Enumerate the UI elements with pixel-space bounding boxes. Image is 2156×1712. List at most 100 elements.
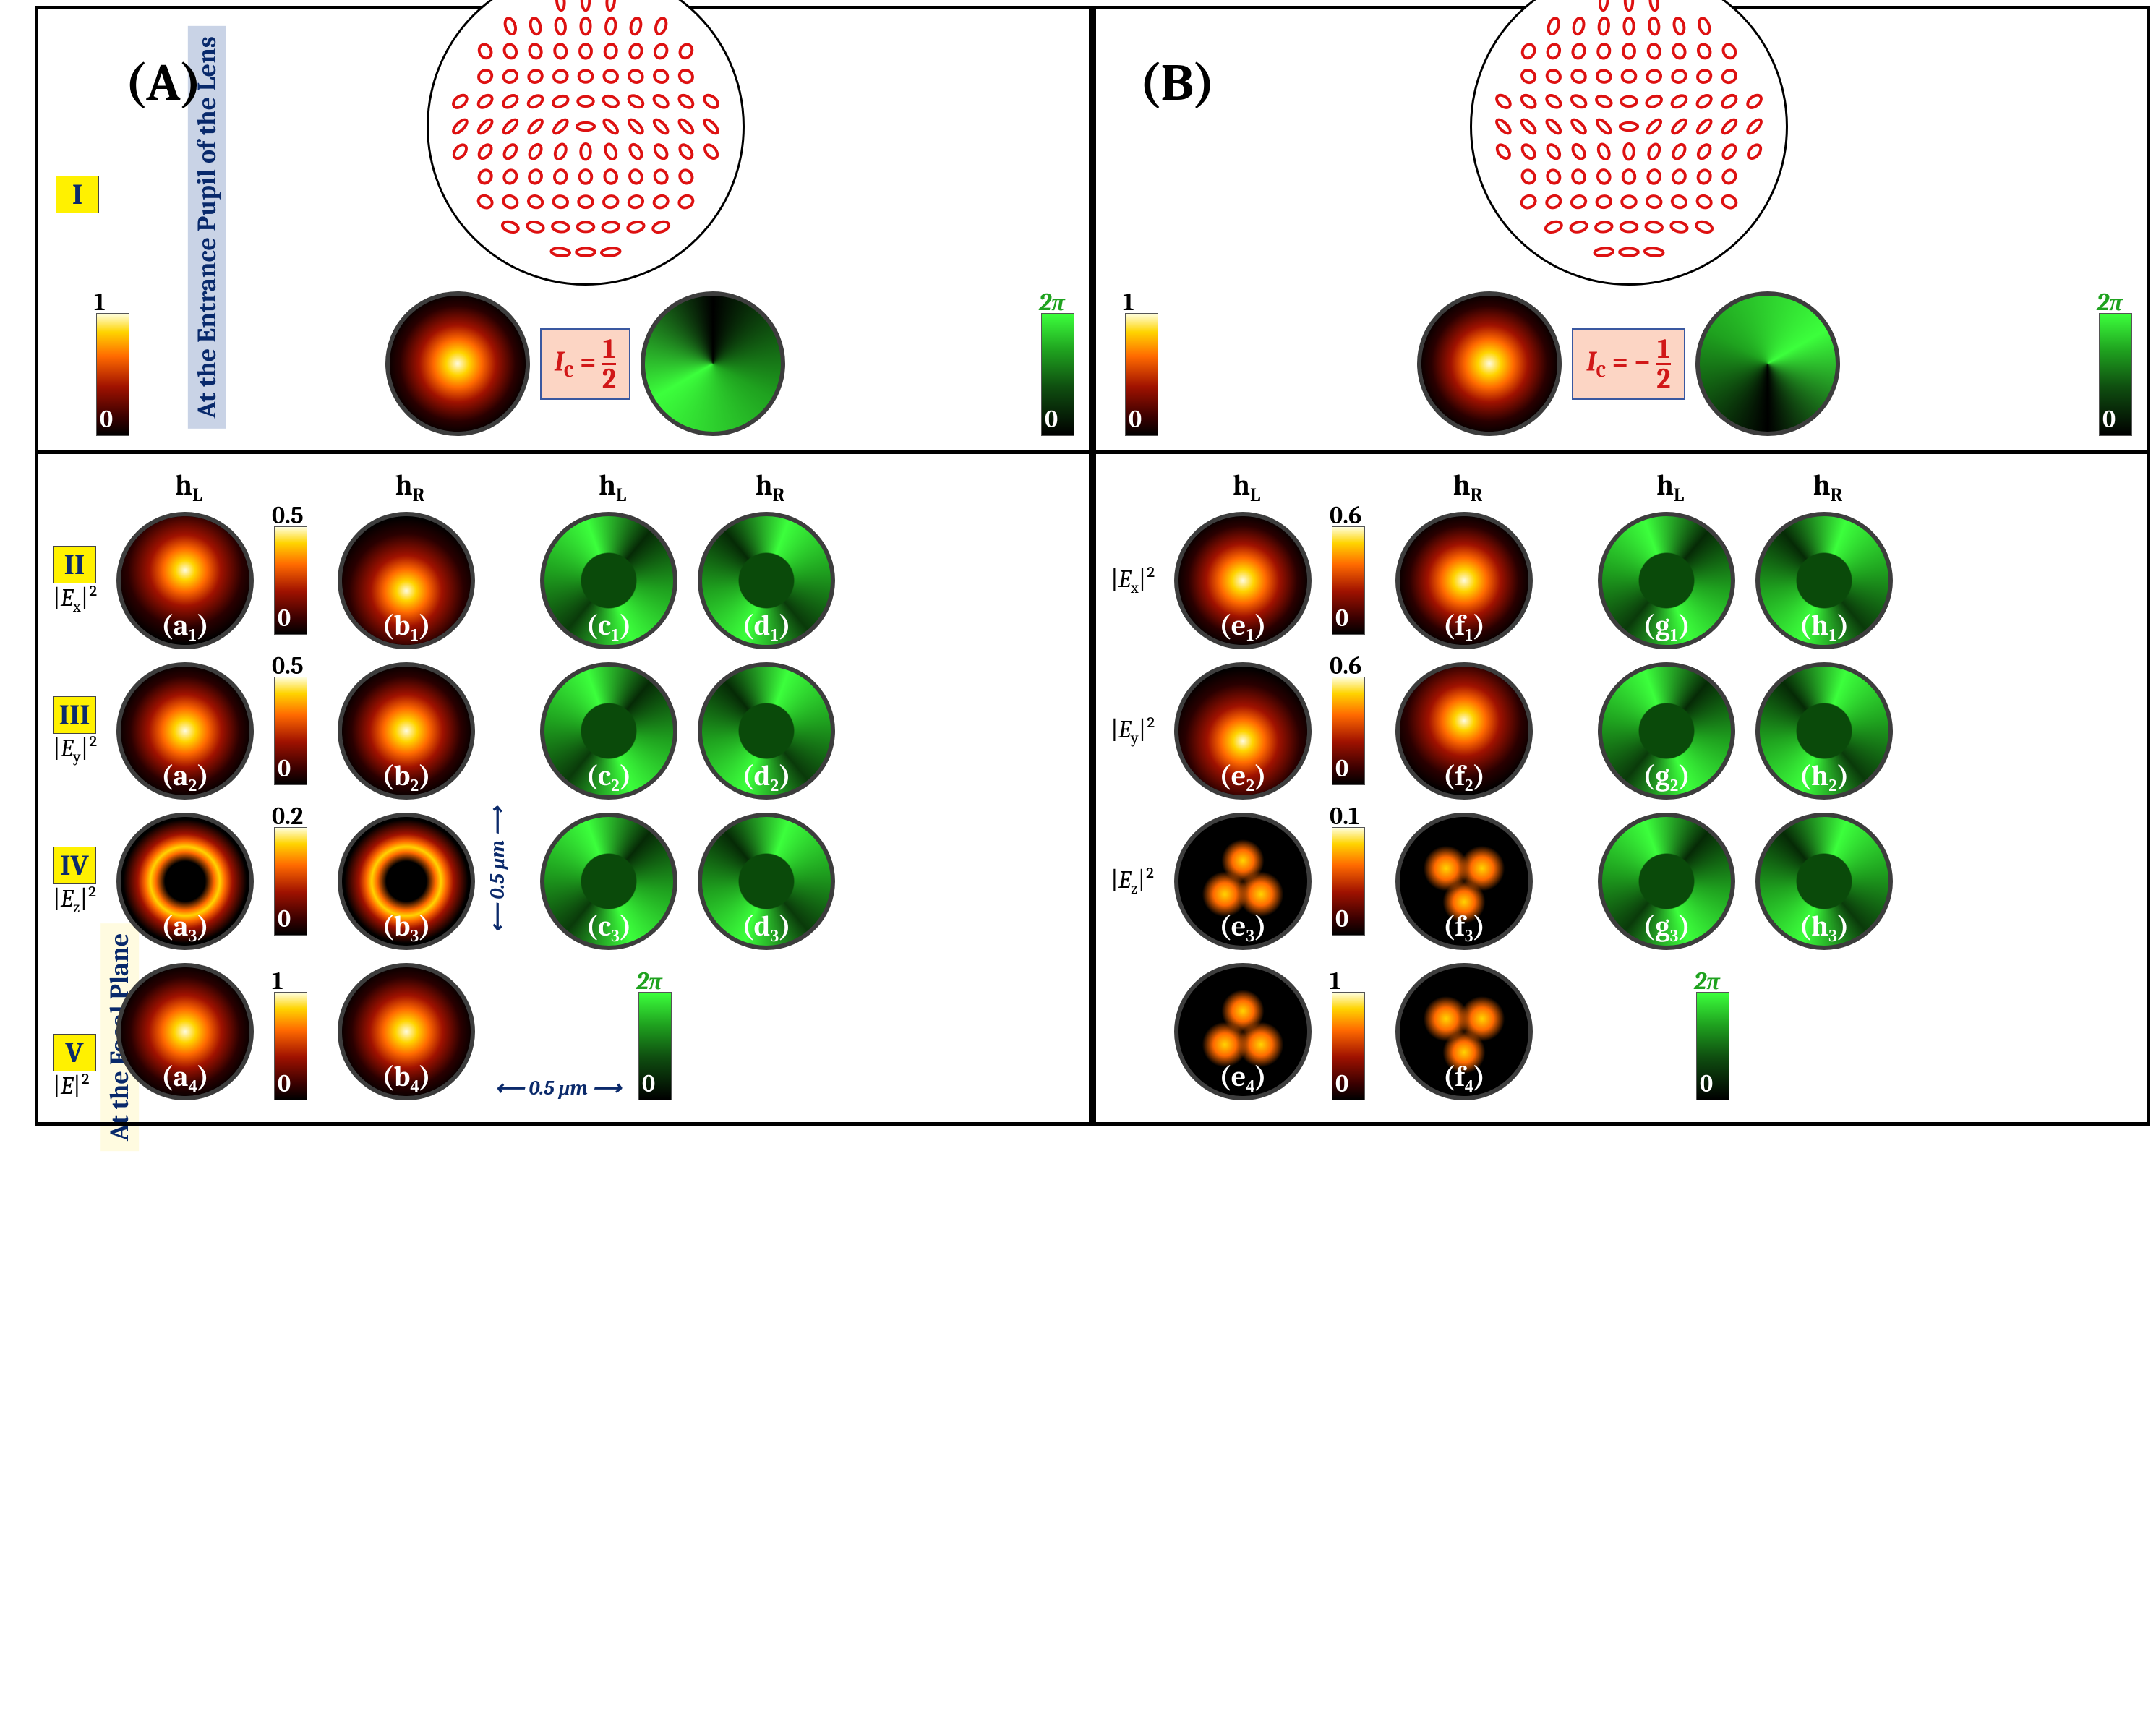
row-III-B: |Ey|² (e₂) 0.60 (f₂) (g₂) (h₂) xyxy=(1111,662,2132,800)
cbar-max: 1 xyxy=(1330,967,1341,996)
cbar-min: 0 xyxy=(1045,405,1058,434)
pupil-phase-A xyxy=(641,291,785,436)
lab: (a₄) xyxy=(121,1059,249,1093)
disk-(d₂): (d₂) xyxy=(698,662,835,800)
rowlab-y-A: |Ey|² xyxy=(53,734,103,766)
row-II-A: II |Ex|² (a₁) 0.50 (b₁) (c₁) (d₁) xyxy=(53,512,1074,649)
cbar-r0-A: 0.50 xyxy=(274,526,307,635)
cbar-max: 1 xyxy=(272,967,283,996)
section-I-B: (B) 1 0 IC = − 12 xyxy=(1092,6,2150,454)
figure-root: At the Entrance Pupil of the Lens At the… xyxy=(35,6,2150,1126)
ic-label-A: IC = 12 xyxy=(540,328,630,400)
roman-II: II xyxy=(53,546,96,583)
cbar-max: 1 xyxy=(1123,288,1134,317)
disk-(c₃): (c₃) xyxy=(540,813,677,950)
cbar-r0-B: 0.60 xyxy=(1332,526,1365,635)
col-headers-B: hLhRhLhR xyxy=(1111,468,2132,506)
section-focal-A: hLhRhLhR II |Ex|² (a₁) 0.50 (b₁) (c₁) (d… xyxy=(35,454,1092,1126)
colorbar-grn-IA: 2π 0 xyxy=(1041,313,1074,436)
rowlab-z-A: |Ez|² xyxy=(53,884,103,917)
disk-(g₂): (g₂) xyxy=(1598,662,1735,800)
disk-(b₃): (b₃) xyxy=(338,813,475,950)
lab: (f₄) xyxy=(1400,1059,1528,1093)
cbar-min: 0 xyxy=(642,1069,655,1098)
row-V-B: (e₄) 1 0 (f₄) 2π 0 xyxy=(1111,963,2132,1100)
cbar-max: 1 xyxy=(94,288,106,317)
pol-ellipses-B xyxy=(1472,0,1786,283)
pupil-phase-B xyxy=(1695,291,1840,436)
cbar-r1-B: 0.60 xyxy=(1332,677,1365,785)
cbar-min: 0 xyxy=(1700,1069,1713,1098)
rowlab-x-B: |Ex|² xyxy=(1111,565,1161,597)
row-II-B: |Ex|² (e₁) 0.60 (f₁) (g₁) (h₁) xyxy=(1111,512,2132,649)
cbar-r1-A: 0.50 xyxy=(274,677,307,785)
panel-grid: (A) I 1 0 IC = 12 xyxy=(35,6,2150,1126)
column-B: (B) 1 0 IC = − 12 xyxy=(1092,6,2150,1126)
section-I-A: (A) I 1 0 IC = 12 xyxy=(35,6,1092,454)
disk-(c₁): (c₁) xyxy=(540,512,677,649)
disk-(e₁): (e₁) xyxy=(1174,512,1312,649)
disk-(g₃): (g₃) xyxy=(1598,813,1735,950)
rowlab-x-A: |Ex|² xyxy=(53,583,103,616)
disk-(e₂): (e₂) xyxy=(1174,662,1312,800)
disk-(f₁): (f₁) xyxy=(1395,512,1533,649)
disk-a4: (a₄) xyxy=(116,963,254,1100)
rowlab-z-B: |Ez|² xyxy=(1111,865,1161,898)
roman-III: III xyxy=(53,696,96,734)
disk-(e₃): (e₃) xyxy=(1174,813,1312,950)
disk-f4: (f₄) xyxy=(1395,963,1533,1100)
row-IV-A: IV |Ez|² (a₃) 0.20 (b₃) (c₃) (d₃) xyxy=(53,813,1074,950)
row-V-A: V |E|² (a₄) 1 0 (b₄) ⟵ 0.5 μm ⟶ ⟵ 0.5 μm… xyxy=(53,963,1074,1100)
disk-b4: (b₄) xyxy=(338,963,475,1100)
lab: (e₄) xyxy=(1178,1059,1307,1093)
disk-(d₁): (d₁) xyxy=(698,512,835,649)
cbar-min: 0 xyxy=(2102,405,2116,434)
cbar-grn-row5-A: 2π 0 xyxy=(638,992,672,1100)
disk-(f₃): (f₃) xyxy=(1395,813,1533,950)
section-focal-B: hLhRhLhR |Ex|² (e₁) 0.60 (f₁) (g₁) (h₁) … xyxy=(1092,454,2150,1126)
pupil-intensity-B xyxy=(1417,291,1562,436)
cbar-row5-A: 1 0 xyxy=(274,992,307,1100)
cbar-min: 0 xyxy=(1335,1069,1348,1098)
roman-IV: IV xyxy=(53,847,96,884)
pupil-intensity-A xyxy=(385,291,530,436)
cbar-min: 0 xyxy=(1129,405,1142,434)
scale-bar-A: ⟵ 0.5 μm ⟶ ⟵ 0.5 μm ⟶ xyxy=(495,1070,625,1100)
panel-letter-B: (B) xyxy=(1139,53,1215,113)
colorbar-hot-IA: 1 0 xyxy=(96,313,129,436)
cbar-max: 2π xyxy=(636,967,662,996)
disk-e4: (e₄) xyxy=(1174,963,1312,1100)
pol-ellipses-A xyxy=(429,0,743,283)
disk-(a₁): (a₁) xyxy=(116,512,254,649)
disk-(b₂): (b₂) xyxy=(338,662,475,800)
polarization-map-A xyxy=(427,0,745,286)
cbar-row5-B: 1 0 xyxy=(1332,992,1365,1100)
rowlab-y-B: |Ey|² xyxy=(1111,715,1161,748)
cbar-max: 2π xyxy=(2097,288,2123,317)
disk-(h₃): (h₃) xyxy=(1755,813,1893,950)
disk-(d₃): (d₃) xyxy=(698,813,835,950)
row-IV-B: |Ez|² (e₃) 0.10 (f₃) (g₃) (h₃) xyxy=(1111,813,2132,950)
cbar-min: 0 xyxy=(278,1069,291,1098)
cbar-max: 2π xyxy=(1694,967,1720,996)
cbar-r2-B: 0.10 xyxy=(1332,827,1365,936)
roman-V-A: V xyxy=(53,1034,96,1071)
panel-letter-A: (A) xyxy=(125,53,202,113)
lab: (b₄) xyxy=(342,1059,471,1093)
disk-(a₃): (a₃) xyxy=(116,813,254,950)
ic-label-B: IC = − 12 xyxy=(1572,328,1685,400)
disk-(h₁): (h₁) xyxy=(1755,512,1893,649)
colorbar-grn-IB: 2π 0 xyxy=(2099,313,2132,436)
cbar-r2-A: 0.20 xyxy=(274,827,307,936)
disk-(f₂): (f₂) xyxy=(1395,662,1533,800)
cbar-min: 0 xyxy=(100,405,113,434)
disk-(c₂): (c₂) xyxy=(540,662,677,800)
disk-(b₁): (b₁) xyxy=(338,512,475,649)
polarization-map-B xyxy=(1470,0,1788,286)
column-A: (A) I 1 0 IC = 12 xyxy=(35,6,1092,1126)
colorbar-hot-IB: 1 0 xyxy=(1125,313,1158,436)
roman-I-A: I xyxy=(56,176,99,213)
cbar-grn-row5-B: 2π 0 xyxy=(1696,992,1729,1100)
row-III-A: III |Ey|² (a₂) 0.50 (b₂) (c₂) (d₂) xyxy=(53,662,1074,800)
disk-(h₂): (h₂) xyxy=(1755,662,1893,800)
